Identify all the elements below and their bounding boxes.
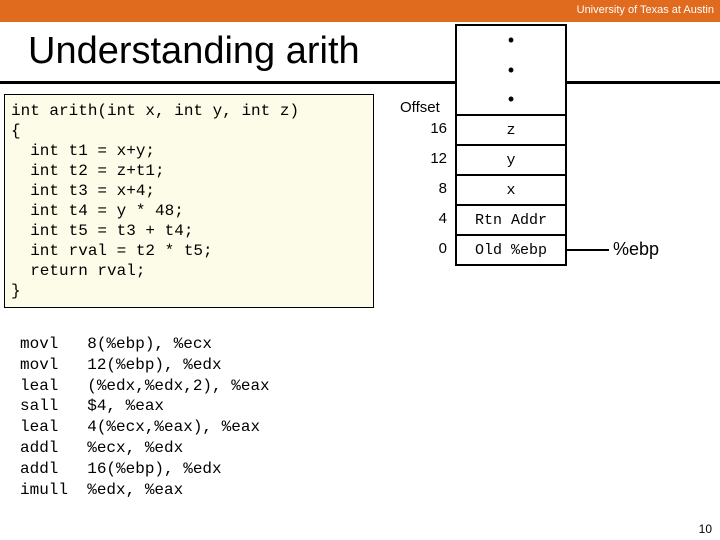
offset-value: 4 bbox=[417, 204, 447, 234]
stack-cell: Old %ebp bbox=[456, 235, 566, 265]
stack-cell: y bbox=[456, 145, 566, 175]
stack-cell: x bbox=[456, 175, 566, 205]
slide-title: Understanding arith bbox=[28, 30, 720, 73]
stack-cell: Rtn Addr bbox=[456, 205, 566, 235]
stack-cell: • bbox=[456, 25, 566, 55]
stack-cell: • bbox=[456, 55, 566, 85]
title-rule bbox=[0, 81, 720, 84]
offset-value: 16 bbox=[417, 114, 447, 144]
university-label: University of Texas at Austin bbox=[577, 4, 714, 16]
ebp-label: %ebp bbox=[613, 239, 659, 260]
header-bar: University of Texas at Austin bbox=[0, 0, 720, 22]
offset-value bbox=[417, 54, 447, 84]
content-area: int arith(int x, int y, int z) { int t1 … bbox=[0, 94, 720, 534]
c-code-box: int arith(int x, int y, int z) { int t1 … bbox=[4, 94, 374, 308]
stack-offsets: 1612840 bbox=[417, 24, 447, 264]
offset-header: Offset bbox=[400, 99, 440, 116]
page-number: 10 bbox=[699, 522, 712, 536]
stack-table: •••zyxRtn AddrOld %ebp bbox=[455, 24, 567, 266]
offset-value bbox=[417, 24, 447, 54]
stack-cell: • bbox=[456, 85, 566, 115]
assembly-listing: movl 8(%ebp), %ecx movl 12(%ebp), %edx l… bbox=[20, 334, 270, 500]
ebp-pointer-line bbox=[567, 249, 609, 251]
offset-value: 0 bbox=[417, 234, 447, 264]
offset-value: 8 bbox=[417, 174, 447, 204]
stack-diagram: •••zyxRtn AddrOld %ebp 1612840 Offset %e… bbox=[455, 24, 567, 266]
offset-value: 12 bbox=[417, 144, 447, 174]
stack-cell: z bbox=[456, 115, 566, 145]
